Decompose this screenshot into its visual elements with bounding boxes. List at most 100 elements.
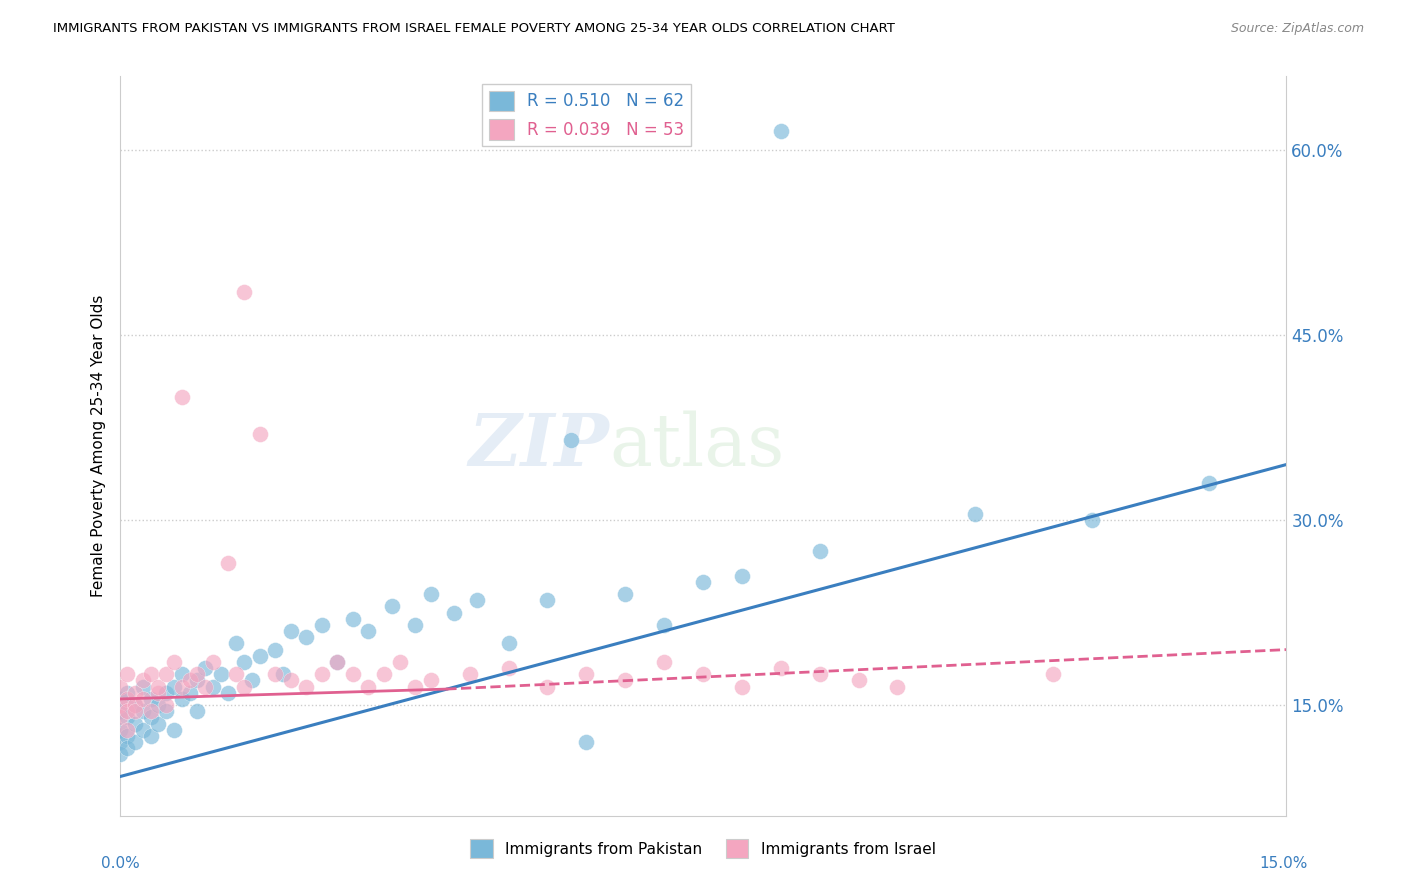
Point <box>769 661 792 675</box>
Text: atlas: atlas <box>610 410 785 482</box>
Point <box>240 673 263 688</box>
Point <box>179 686 201 700</box>
Point <box>108 698 131 712</box>
Text: ZIP: ZIP <box>468 410 610 482</box>
Point <box>217 686 239 700</box>
Point <box>498 636 520 650</box>
Point <box>139 704 162 718</box>
Point <box>342 612 364 626</box>
Point <box>249 426 271 441</box>
Point <box>560 433 582 447</box>
Point <box>117 710 139 724</box>
Point <box>467 593 489 607</box>
Point <box>225 667 247 681</box>
Point <box>225 636 247 650</box>
Point <box>326 655 349 669</box>
Point <box>108 710 131 724</box>
Point <box>280 624 302 639</box>
Point <box>808 667 831 681</box>
Point <box>731 680 754 694</box>
Point <box>170 390 193 404</box>
Text: Source: ZipAtlas.com: Source: ZipAtlas.com <box>1230 22 1364 36</box>
Point <box>117 667 139 681</box>
Point <box>404 618 426 632</box>
Point <box>186 673 208 688</box>
Point <box>311 618 333 632</box>
Point <box>201 680 224 694</box>
Point <box>614 587 637 601</box>
Point <box>249 648 271 663</box>
Point <box>108 680 131 694</box>
Point <box>419 673 441 688</box>
Point <box>139 729 162 743</box>
Point <box>194 680 217 694</box>
Point <box>264 642 287 657</box>
Point <box>652 618 675 632</box>
Point <box>132 680 155 694</box>
Point <box>731 568 754 582</box>
Point <box>373 667 395 681</box>
Point <box>117 686 139 700</box>
Point <box>186 667 208 681</box>
Point <box>170 692 193 706</box>
Point <box>155 667 177 681</box>
Point <box>124 698 146 712</box>
Point <box>311 667 333 681</box>
Point <box>108 704 131 718</box>
Point <box>575 667 598 681</box>
Point <box>117 704 139 718</box>
Point <box>155 698 177 712</box>
Legend: R = 0.510   N = 62, R = 0.039   N = 53: R = 0.510 N = 62, R = 0.039 N = 53 <box>482 84 690 146</box>
Point <box>965 507 987 521</box>
Point <box>458 667 481 681</box>
Point <box>692 574 714 589</box>
Point <box>170 680 193 694</box>
Text: 0.0%: 0.0% <box>101 856 141 871</box>
Point <box>186 704 208 718</box>
Point <box>209 667 232 681</box>
Point <box>132 673 155 688</box>
Point <box>575 735 598 749</box>
Point <box>1081 513 1104 527</box>
Point <box>117 729 139 743</box>
Point <box>264 667 287 681</box>
Point <box>357 680 380 694</box>
Point <box>124 698 146 712</box>
Point <box>295 630 318 644</box>
Point <box>117 723 139 737</box>
Point <box>233 285 256 299</box>
Point <box>124 704 146 718</box>
Point <box>170 667 193 681</box>
Point <box>124 716 146 731</box>
Point <box>692 667 714 681</box>
Point <box>769 124 792 138</box>
Point <box>148 716 170 731</box>
Point <box>848 673 870 688</box>
Point <box>139 710 162 724</box>
Point <box>652 655 675 669</box>
Point <box>148 698 170 712</box>
Point <box>108 692 131 706</box>
Point <box>536 680 558 694</box>
Point <box>148 680 170 694</box>
Point <box>124 686 146 700</box>
Point <box>388 655 411 669</box>
Point <box>132 704 155 718</box>
Point <box>381 599 404 614</box>
Point <box>148 686 170 700</box>
Point <box>179 673 201 688</box>
Point <box>124 735 146 749</box>
Point <box>886 680 908 694</box>
Point <box>108 735 131 749</box>
Point <box>295 680 318 694</box>
Point <box>117 692 139 706</box>
Point <box>498 661 520 675</box>
Point <box>357 624 380 639</box>
Point <box>1042 667 1064 681</box>
Text: IMMIGRANTS FROM PAKISTAN VS IMMIGRANTS FROM ISRAEL FEMALE POVERTY AMONG 25-34 YE: IMMIGRANTS FROM PAKISTAN VS IMMIGRANTS F… <box>53 22 896 36</box>
Y-axis label: Female Poverty Among 25-34 Year Olds: Female Poverty Among 25-34 Year Olds <box>90 295 105 597</box>
Point <box>139 667 162 681</box>
Point <box>163 723 186 737</box>
Point <box>108 723 131 737</box>
Point <box>217 556 239 570</box>
